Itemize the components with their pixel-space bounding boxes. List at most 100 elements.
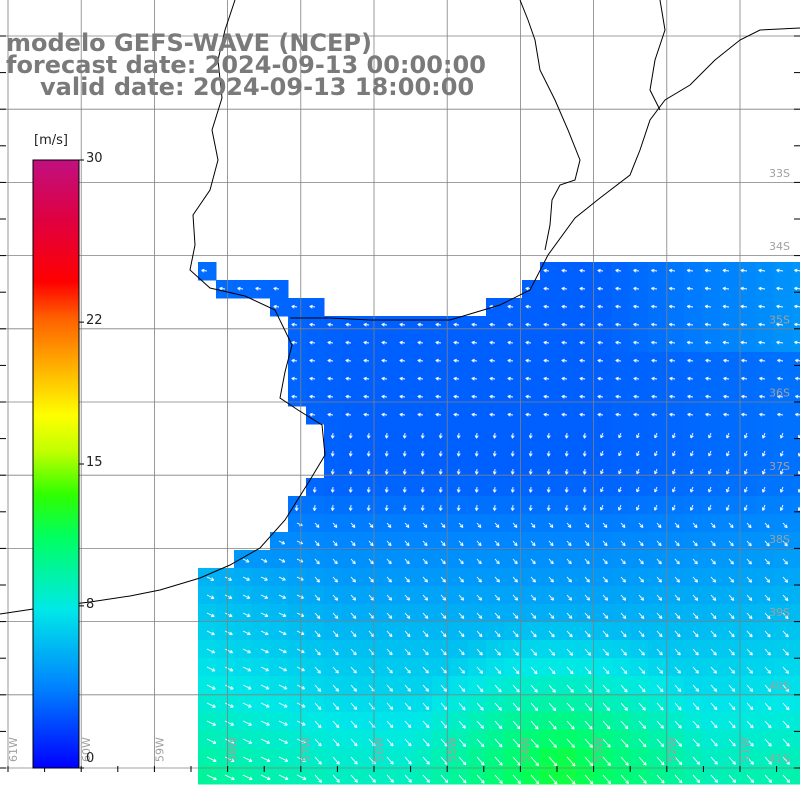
wind-cell xyxy=(432,388,451,407)
wind-cell xyxy=(504,298,523,317)
wind-cell xyxy=(522,370,541,389)
wind-cell xyxy=(684,298,703,317)
wind-cell xyxy=(792,766,800,785)
wind-cell xyxy=(792,514,800,533)
wind-cell xyxy=(702,316,721,335)
wind-cell xyxy=(702,406,721,425)
colorbar-tick-label: 15 xyxy=(86,455,103,470)
wind-cell xyxy=(612,316,631,335)
wind-cell xyxy=(522,316,541,335)
wind-cell xyxy=(360,406,379,425)
wind-cell xyxy=(414,406,433,425)
wind-cell xyxy=(792,568,800,587)
wind-cell xyxy=(738,334,757,353)
wind-cell xyxy=(378,406,397,425)
wind-cell xyxy=(396,388,415,407)
wind-cell xyxy=(756,262,775,281)
wind-cell xyxy=(270,298,289,317)
wind-cell xyxy=(270,280,289,299)
wind-cell xyxy=(774,334,793,353)
wind-cell xyxy=(630,280,649,299)
latitude-label: 38S xyxy=(769,533,790,546)
wind-cell xyxy=(540,406,559,425)
longitude-label: 54W xyxy=(519,737,532,762)
title-valid-date: valid date: 2024-09-13 18:00:00 xyxy=(40,74,474,100)
longitude-label: 59W xyxy=(153,737,166,762)
wind-cell xyxy=(774,406,793,425)
wind-cell xyxy=(468,370,487,389)
wind-cell xyxy=(450,388,469,407)
wind-cell xyxy=(594,352,613,371)
wind-cell xyxy=(360,370,379,389)
wind-cell xyxy=(666,388,685,407)
wind-cell xyxy=(612,406,631,425)
wind-cell xyxy=(540,352,559,371)
wind-cell xyxy=(378,388,397,407)
latitude-label: 41S xyxy=(769,753,790,766)
wind-cell xyxy=(594,316,613,335)
wind-cell xyxy=(306,370,325,389)
wind-cell xyxy=(576,262,595,281)
colorbar-gradient xyxy=(33,160,79,768)
wind-cell xyxy=(288,316,307,335)
wind-cell xyxy=(504,370,523,389)
wind-cell xyxy=(486,334,505,353)
wind-cell xyxy=(666,298,685,317)
wind-cell xyxy=(288,298,307,317)
wind-cell xyxy=(648,352,667,371)
wind-cell xyxy=(396,370,415,389)
wind-cell xyxy=(468,334,487,353)
wind-cell xyxy=(504,316,523,335)
wind-cell xyxy=(648,334,667,353)
wind-cell xyxy=(792,460,800,479)
wind-cell xyxy=(522,334,541,353)
wind-cell xyxy=(522,406,541,425)
wind-cell xyxy=(594,406,613,425)
wind-cell xyxy=(594,370,613,389)
wind-cell xyxy=(792,442,800,461)
longitude-label: 53W xyxy=(593,737,606,762)
wind-cell xyxy=(342,388,361,407)
wind-cell xyxy=(576,406,595,425)
wind-cell xyxy=(486,316,505,335)
wind-cell xyxy=(756,334,775,353)
wind-cell xyxy=(612,280,631,299)
wind-cell xyxy=(720,388,739,407)
colorbar-tick-label: 0 xyxy=(86,751,94,766)
latitude-label: 34S xyxy=(769,240,790,253)
wind-cell xyxy=(738,388,757,407)
wind-cell xyxy=(432,334,451,353)
longitude-label: 57W xyxy=(300,737,313,762)
wind-cell xyxy=(684,370,703,389)
wind-cell xyxy=(360,316,379,335)
wind-cell xyxy=(702,298,721,317)
wind-cell xyxy=(792,532,800,551)
longitude-label: 52W xyxy=(666,737,679,762)
wind-cell xyxy=(702,370,721,389)
wind-cell xyxy=(558,316,577,335)
wind-cell xyxy=(720,280,739,299)
wind-cell xyxy=(738,280,757,299)
wind-cell xyxy=(792,658,800,677)
wind-cell xyxy=(306,388,325,407)
wind-cell xyxy=(666,352,685,371)
wind-cell xyxy=(450,352,469,371)
wind-cell xyxy=(720,262,739,281)
wind-cell xyxy=(360,334,379,353)
wind-cell xyxy=(774,352,793,371)
wind-cell xyxy=(792,712,800,731)
wind-cell xyxy=(450,406,469,425)
wind-cell xyxy=(594,298,613,317)
wind-cell xyxy=(414,352,433,371)
wind-cell xyxy=(558,262,577,281)
wind-cell xyxy=(558,334,577,353)
colorbar-tick-label: 30 xyxy=(86,151,103,166)
wind-cell xyxy=(558,280,577,299)
wind-cell xyxy=(792,622,800,641)
wind-cell xyxy=(612,352,631,371)
wind-cell xyxy=(720,316,739,335)
wind-cell xyxy=(306,334,325,353)
longitude-label: 56W xyxy=(373,737,386,762)
wind-cell xyxy=(702,334,721,353)
